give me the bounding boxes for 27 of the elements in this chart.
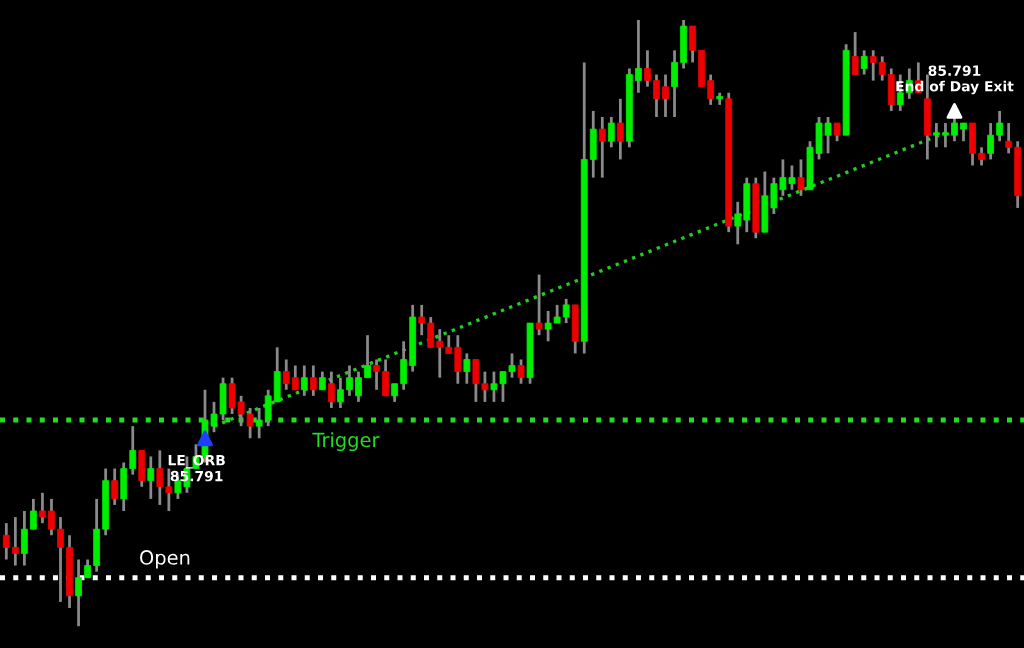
candlestick	[147, 455, 155, 501]
candlestick	[463, 352, 471, 386]
candlestick	[535, 273, 543, 337]
candlestick	[111, 467, 119, 507]
candlestick	[156, 449, 164, 507]
ref-line-label: Open	[140, 550, 190, 569]
candlestick	[517, 358, 525, 386]
candlestick	[318, 370, 326, 392]
candlestick	[851, 30, 859, 76]
candlestick	[562, 297, 570, 325]
candlestick	[860, 48, 868, 76]
candlestick	[571, 303, 579, 355]
candlestick	[309, 364, 317, 398]
candlestick	[138, 449, 146, 489]
candlestick	[833, 121, 841, 143]
candlestick	[291, 364, 299, 392]
candlestick	[616, 97, 624, 161]
candlestick	[607, 115, 615, 149]
candlestick	[598, 115, 606, 179]
candlestick	[761, 170, 769, 234]
candlestick	[11, 515, 19, 567]
candlestick	[300, 364, 308, 398]
candlestick	[328, 370, 335, 410]
candlestick	[923, 73, 931, 161]
candlestick	[797, 158, 805, 198]
ref-line-label: Trigger	[312, 432, 380, 452]
candlestick	[887, 67, 895, 113]
